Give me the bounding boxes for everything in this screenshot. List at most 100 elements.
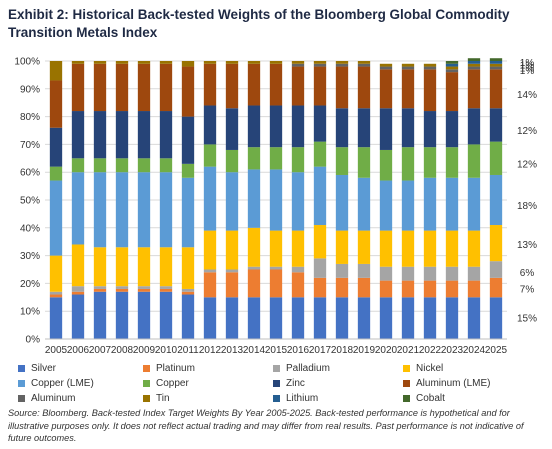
bar-segment xyxy=(71,286,85,292)
y-axis: 0% 10% 20% 30% 40% 50% 60% 70% 80% 90% 100% xyxy=(14,57,40,346)
bar-segment xyxy=(379,230,393,267)
bar-segment xyxy=(313,105,327,142)
bar-segment xyxy=(225,149,239,173)
x-tick-label: 2013 xyxy=(221,345,244,356)
x-tick-label: 2012 xyxy=(199,345,222,356)
legend-swatch xyxy=(403,380,410,387)
bar-segment xyxy=(467,144,481,178)
bar-segment xyxy=(313,61,327,64)
bar-segment xyxy=(335,61,349,64)
x-tick-label: 2008 xyxy=(111,345,134,356)
bar-segment xyxy=(269,147,283,170)
bar-segment xyxy=(71,291,85,295)
legend-item: Palladium xyxy=(273,363,330,374)
bar-segment xyxy=(137,291,151,339)
bar-segment xyxy=(357,297,371,339)
legend-swatch xyxy=(143,365,150,372)
bar-segment xyxy=(203,166,217,231)
weight-annotation: 14% xyxy=(517,90,537,101)
bar-segment xyxy=(423,111,437,148)
legend-item: Zinc xyxy=(273,378,305,389)
x-tick-label: 2025 xyxy=(485,345,508,356)
x-tick-label: 2020 xyxy=(375,345,398,356)
bar-segment xyxy=(357,147,371,178)
bar-segment xyxy=(489,225,503,262)
bar-segment xyxy=(489,297,503,339)
bar-segment xyxy=(445,66,459,70)
bar-segment xyxy=(401,180,415,231)
legend-swatch xyxy=(18,365,25,372)
bar-segment xyxy=(291,66,305,106)
bar-segment xyxy=(423,63,437,67)
x-tick-label: 2017 xyxy=(309,345,332,356)
bar-segment xyxy=(71,63,85,112)
bar-segment xyxy=(159,63,173,112)
legend-item: Copper xyxy=(143,378,189,389)
x-tick-label: 2018 xyxy=(331,345,354,356)
bar-segment xyxy=(467,61,481,64)
bar-segment xyxy=(401,297,415,339)
bar-segment xyxy=(401,280,415,298)
bar-segment xyxy=(379,108,393,150)
weight-annotation: 1% xyxy=(520,61,535,72)
bar-segment xyxy=(137,61,151,64)
bar-segment xyxy=(93,288,107,292)
legend-swatch xyxy=(18,380,25,387)
bar-segment xyxy=(49,297,63,339)
legend-label: Tin xyxy=(156,393,170,404)
bar-segment xyxy=(269,169,283,231)
x-tick-label: 2019 xyxy=(353,345,376,356)
legend-label: Nickel xyxy=(416,363,444,374)
bar-segment xyxy=(445,297,459,339)
x-tick-label: 2014 xyxy=(243,345,266,356)
bar-segment xyxy=(467,58,481,61)
source-note: Source: Bloomberg. Back-tested Index Tar… xyxy=(8,408,524,443)
bar-segment xyxy=(181,177,195,248)
legend-item: Silver xyxy=(18,363,56,374)
bar-segment xyxy=(401,69,415,109)
bar-segment xyxy=(401,108,415,148)
bar-segment xyxy=(115,61,129,64)
bar-segment xyxy=(93,286,107,289)
bar-segment xyxy=(489,261,503,278)
bar-segment xyxy=(49,127,63,167)
y-tick-label: 100% xyxy=(14,57,40,68)
bar-segment xyxy=(467,230,481,267)
bar-segment xyxy=(137,288,151,292)
legend-label: Zinc xyxy=(286,378,305,389)
weight-annotation: 6% xyxy=(520,268,535,279)
legend-label: Silver xyxy=(31,363,57,374)
legend-swatch xyxy=(273,395,280,402)
bar-segment xyxy=(115,158,129,173)
bar-segment xyxy=(445,63,459,67)
bar-segment xyxy=(467,280,481,298)
bar-segment xyxy=(71,158,85,173)
chart-title: Exhibit 2: Historical Back-tested Weight… xyxy=(8,7,510,40)
bar-segment xyxy=(49,294,63,298)
bar-segment xyxy=(357,108,371,148)
weight-annotation: 15% xyxy=(517,314,537,325)
legend-swatch xyxy=(18,395,25,402)
bar-segment xyxy=(291,266,305,273)
bar-segment xyxy=(291,172,305,231)
bar-segment xyxy=(489,277,503,298)
bar-segment xyxy=(445,177,459,231)
bar-segment xyxy=(247,147,261,170)
bar-segment xyxy=(335,147,349,175)
bar-segment xyxy=(203,63,217,106)
bars xyxy=(49,58,503,339)
legend-swatch xyxy=(273,380,280,387)
bar-segment xyxy=(291,63,305,67)
x-tick-label: 2016 xyxy=(287,345,310,356)
bar-segment xyxy=(313,297,327,339)
weight-annotation: 18% xyxy=(517,201,537,212)
right-annotations: 1%1%1%1%14%12%12%18%13%6%7%15% xyxy=(517,58,537,325)
bar-segment xyxy=(269,63,283,106)
legend-label: Copper xyxy=(156,378,189,389)
bar-segment xyxy=(269,230,283,267)
bar-segment xyxy=(115,286,129,289)
bar-segment xyxy=(423,66,437,70)
bar-segment xyxy=(445,230,459,267)
bar-segment xyxy=(357,61,371,64)
bar-segment xyxy=(93,61,107,64)
